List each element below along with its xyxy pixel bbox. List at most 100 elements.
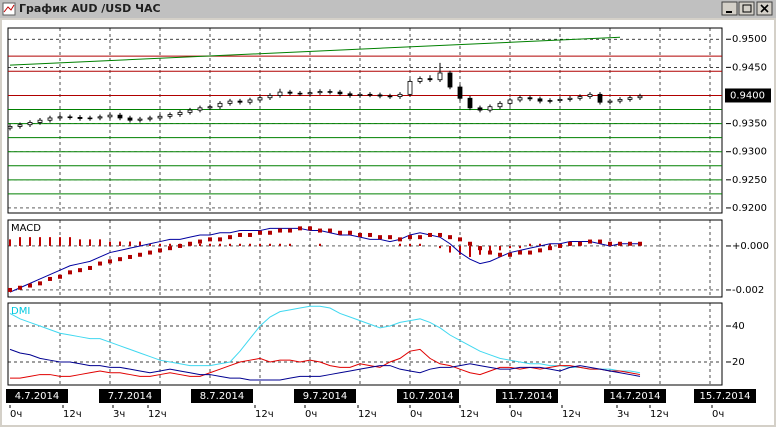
- histogram-bar: [489, 245, 491, 253]
- histogram-bar: [229, 243, 231, 246]
- signal-point: [398, 237, 402, 242]
- candle-body: [297, 92, 303, 95]
- signal-point: [508, 252, 512, 257]
- signal-point: [578, 241, 582, 246]
- histogram-bar: [269, 243, 271, 246]
- candle-body: [357, 93, 363, 96]
- candle-body: [187, 109, 193, 113]
- candle-body: [437, 72, 443, 81]
- signal-point: [468, 241, 472, 246]
- histogram-bar: [69, 237, 71, 246]
- candle-body: [487, 106, 493, 111]
- signal-point: [568, 241, 572, 246]
- y-tick-label: 40: [732, 321, 745, 332]
- histogram-bar: [249, 243, 251, 246]
- histogram-bar: [259, 243, 261, 246]
- signal-point: [368, 232, 372, 237]
- signal-point: [558, 243, 562, 248]
- histogram-bar: [509, 245, 511, 249]
- candle-body: [557, 99, 563, 101]
- histogram-bar: [79, 239, 81, 246]
- candle-body: [527, 97, 533, 100]
- panel: [7, 219, 723, 298]
- hour-label: 12ч: [460, 409, 479, 420]
- candle-body: [637, 95, 643, 99]
- candle-body: [237, 100, 243, 103]
- signal-point: [208, 237, 212, 242]
- candle-body: [587, 93, 593, 98]
- histogram-bar: [59, 237, 61, 246]
- series-line: [9, 305, 641, 374]
- histogram-bar: [469, 245, 471, 257]
- candle-body: [247, 99, 253, 103]
- signal-point: [348, 230, 352, 235]
- panel-title: MACD: [11, 223, 41, 234]
- signal-point: [118, 257, 122, 262]
- hour-label: 12ч: [148, 409, 167, 420]
- signal-point: [78, 268, 82, 273]
- candle-body: [257, 97, 263, 101]
- hour-label: 0ч: [305, 409, 317, 420]
- signal-point: [158, 248, 162, 253]
- date-label: 9.7.2014: [303, 391, 348, 402]
- signal-point: [418, 235, 422, 240]
- signal-point: [58, 274, 62, 279]
- histogram-bar: [539, 243, 541, 246]
- maximize-button[interactable]: [738, 1, 755, 16]
- candle-body: [147, 117, 153, 120]
- histogram-bar: [219, 243, 221, 246]
- histogram-bar: [19, 237, 21, 246]
- date-box: [6, 389, 68, 403]
- histogram-bar: [119, 241, 121, 246]
- candle-body: [27, 122, 33, 126]
- last-price-box: [725, 88, 771, 103]
- last-price-label: 0.9400: [730, 90, 765, 101]
- signal-point: [408, 235, 412, 240]
- title-bar: [0, 0, 776, 18]
- candle-body: [447, 72, 453, 88]
- candle-body: [87, 117, 93, 120]
- candle-body: [567, 97, 573, 100]
- signal-point: [588, 239, 592, 244]
- candle-body: [217, 102, 223, 108]
- hour-label: 0ч: [510, 409, 522, 420]
- candle-body: [277, 91, 283, 96]
- histogram-bar: [89, 239, 91, 246]
- candle-body: [417, 78, 423, 82]
- histogram-bar: [239, 243, 241, 246]
- signal-point: [38, 281, 42, 286]
- signal-point: [298, 226, 302, 231]
- panel: [7, 27, 723, 214]
- minimize-button[interactable]: [721, 1, 738, 16]
- histogram-bar: [139, 241, 141, 246]
- candle-body: [227, 100, 233, 104]
- histogram-bar: [439, 245, 441, 249]
- trend-line: [9, 36, 621, 66]
- candle-body: [267, 95, 273, 99]
- candle-body: [427, 78, 433, 81]
- hour-label: 0ч: [712, 409, 724, 420]
- histogram-bar: [479, 245, 481, 255]
- candle-body: [377, 94, 383, 97]
- signal-point: [108, 259, 112, 264]
- hour-label: 0ч: [10, 409, 22, 420]
- candle-body: [57, 116, 63, 119]
- y-tick-label: 0.9500: [732, 34, 767, 45]
- signal-point: [98, 261, 102, 266]
- date-box: [694, 389, 756, 403]
- candle-body: [397, 93, 403, 98]
- histogram-bar: [289, 243, 291, 246]
- histogram-bar: [549, 243, 551, 246]
- candle-body: [287, 91, 293, 94]
- signal-point: [538, 248, 542, 253]
- signal-point: [288, 228, 292, 233]
- histogram-bar: [409, 243, 411, 246]
- signal-point: [328, 228, 332, 233]
- histogram-bar: [399, 243, 401, 246]
- hour-label: 12ч: [650, 409, 669, 420]
- signal-point: [128, 254, 132, 259]
- candle-body: [457, 86, 463, 99]
- histogram-bar: [449, 245, 451, 253]
- candle-body: [127, 117, 133, 121]
- candle-body: [317, 91, 323, 94]
